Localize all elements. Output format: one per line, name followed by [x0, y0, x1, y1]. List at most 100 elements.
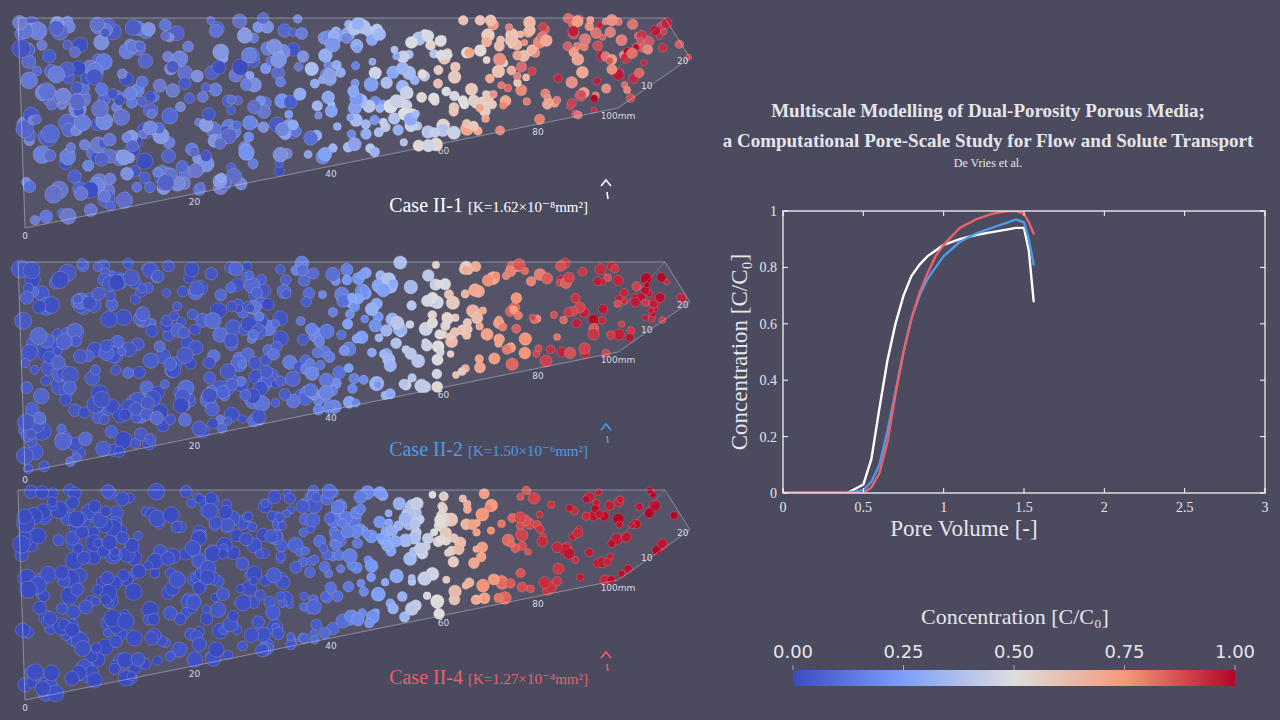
y-tick-label: 1 — [770, 204, 777, 219]
colorbar-tick — [1124, 665, 1125, 670]
colorbar-tick-label: 1.00 — [1215, 641, 1255, 662]
sphere — [100, 506, 111, 517]
sphere — [405, 36, 417, 48]
sphere — [100, 340, 112, 352]
sphere — [525, 25, 536, 36]
sphere — [191, 70, 203, 82]
sphere — [387, 526, 398, 537]
sphere — [579, 34, 591, 46]
sphere — [362, 530, 371, 539]
sphere — [110, 635, 122, 647]
panel-frame — [18, 262, 690, 472]
sphere — [261, 500, 269, 508]
sphere — [173, 302, 182, 311]
sphere — [240, 78, 252, 90]
title: Multiscale Modelling of Dual-Porosity Po… — [771, 100, 1205, 121]
sphere — [49, 21, 64, 36]
sphere — [217, 173, 226, 182]
sphere — [578, 87, 589, 98]
sphere — [35, 681, 50, 696]
sphere — [104, 173, 116, 185]
sphere — [408, 374, 417, 383]
sphere — [39, 461, 50, 472]
y-tick-label: 0.4 — [760, 373, 778, 388]
sphere — [348, 86, 359, 97]
sphere — [595, 510, 603, 518]
sphere — [571, 293, 581, 303]
panel-length-tick-label: 60 — [438, 618, 450, 628]
sphere — [141, 396, 154, 409]
sphere — [43, 612, 57, 626]
sphere — [359, 587, 369, 597]
sphere — [508, 541, 515, 548]
sphere — [297, 51, 309, 63]
sphere — [587, 16, 595, 24]
sphere — [68, 511, 84, 527]
sphere — [23, 180, 35, 192]
x-tick — [1024, 488, 1025, 493]
sphere — [577, 90, 585, 98]
sphere — [145, 632, 159, 646]
sphere — [307, 600, 322, 615]
sphere — [142, 22, 156, 36]
sphere — [335, 67, 345, 77]
sphere — [202, 605, 210, 613]
sphere — [256, 644, 269, 657]
sphere — [342, 319, 353, 330]
sphere — [566, 504, 574, 512]
x-tick — [863, 211, 864, 216]
sphere — [331, 501, 344, 514]
sphere — [519, 347, 531, 359]
panel-length-tick-label: 100mm — [601, 355, 636, 365]
sphere — [442, 314, 453, 325]
sphere — [390, 569, 404, 583]
colorbar-tick-label: 0.25 — [883, 641, 923, 662]
sphere — [121, 167, 134, 180]
sphere — [617, 496, 624, 503]
sphere — [643, 45, 653, 55]
sphere — [177, 286, 188, 297]
panel-depth-tick-label: 10 — [641, 325, 653, 335]
sphere — [479, 307, 487, 315]
x-tick — [863, 488, 864, 493]
sphere — [536, 511, 543, 518]
sphere — [164, 607, 178, 621]
case-permeability: [K=1.27×10⁻⁴mm²] — [468, 671, 588, 687]
sphere — [397, 592, 407, 602]
sphere — [218, 549, 228, 559]
spheres — [11, 256, 686, 474]
sphere — [598, 317, 606, 325]
sphere — [124, 87, 137, 100]
sphere — [306, 513, 320, 527]
sphere — [435, 329, 445, 339]
sphere — [566, 77, 578, 89]
case-label: Case II-2 [K=1.50×10⁻⁶mm²] — [389, 438, 588, 460]
sphere — [213, 174, 227, 188]
sphere — [147, 110, 156, 119]
panel-length-tick-label: 80 — [532, 371, 544, 381]
x-tick — [783, 211, 784, 216]
sphere — [165, 415, 175, 425]
sphere — [348, 384, 358, 394]
panel-length-tick-label: 20 — [189, 197, 201, 207]
sphere — [75, 641, 91, 657]
sphere — [190, 147, 200, 157]
sphere — [319, 373, 333, 387]
sphere — [66, 605, 80, 619]
sphere — [374, 128, 384, 138]
sphere — [318, 147, 332, 161]
sphere — [494, 334, 505, 345]
sphere — [183, 41, 194, 52]
sphere — [127, 140, 139, 152]
sphere — [364, 77, 378, 91]
sphere — [396, 62, 409, 75]
sphere — [101, 485, 114, 498]
sphere — [391, 316, 405, 330]
sphere — [137, 153, 153, 169]
y-tick-label: 0.6 — [760, 317, 778, 332]
sphere — [143, 121, 157, 135]
sphere — [519, 333, 532, 346]
authors: De Vries et al. — [954, 156, 1022, 170]
sphere — [126, 630, 142, 646]
sphere — [123, 367, 134, 378]
